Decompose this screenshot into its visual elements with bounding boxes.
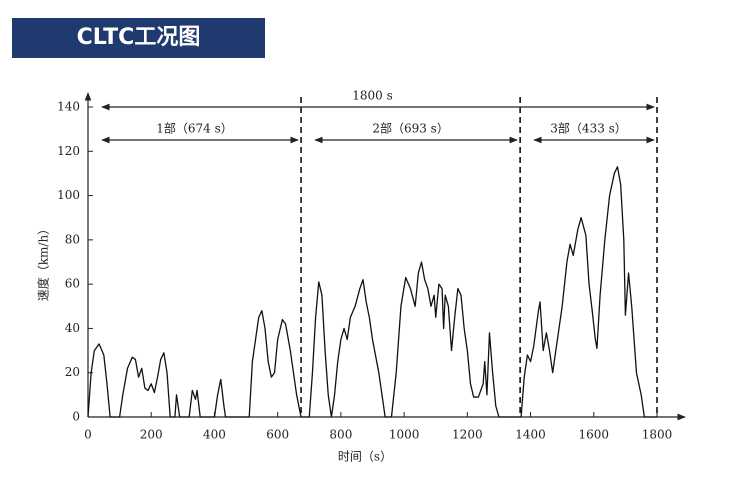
x-tick-label: 1000 (389, 428, 420, 442)
y-tick-label: 60 (65, 277, 80, 291)
y-tick-label: 100 (57, 188, 80, 202)
y-tick-label: 40 (65, 321, 80, 335)
x-tick-label: 0 (84, 428, 92, 442)
y-tick-label: 20 (65, 365, 80, 379)
y-tick-label: 80 (65, 232, 80, 246)
y-tick-label: 120 (57, 144, 80, 158)
x-tick-label: 1200 (452, 428, 483, 442)
x-tick-label: 200 (140, 428, 163, 442)
x-tick-label: 800 (329, 428, 352, 442)
y-axis-label: 速度（km/h） (36, 223, 51, 301)
x-tick-label: 1600 (579, 428, 610, 442)
span-label: 3部（433 s） (550, 121, 627, 136)
speed-line (87, 166, 657, 418)
y-tick-label: 0 (72, 410, 80, 424)
x-tick-label: 600 (266, 428, 289, 442)
y-tick-label: 140 (57, 100, 80, 114)
x-axis-label: 时间（s） (338, 450, 392, 464)
span-label: 1800 s (352, 89, 393, 103)
span-label: 1部（674 s） (156, 121, 233, 136)
x-tick-label: 1800 (642, 428, 673, 442)
x-tick-label: 1400 (515, 428, 546, 442)
x-tick-label: 400 (203, 428, 226, 442)
banner-title: CLTC工况图 (12, 18, 265, 58)
span-label: 2部（693 s） (372, 121, 449, 136)
